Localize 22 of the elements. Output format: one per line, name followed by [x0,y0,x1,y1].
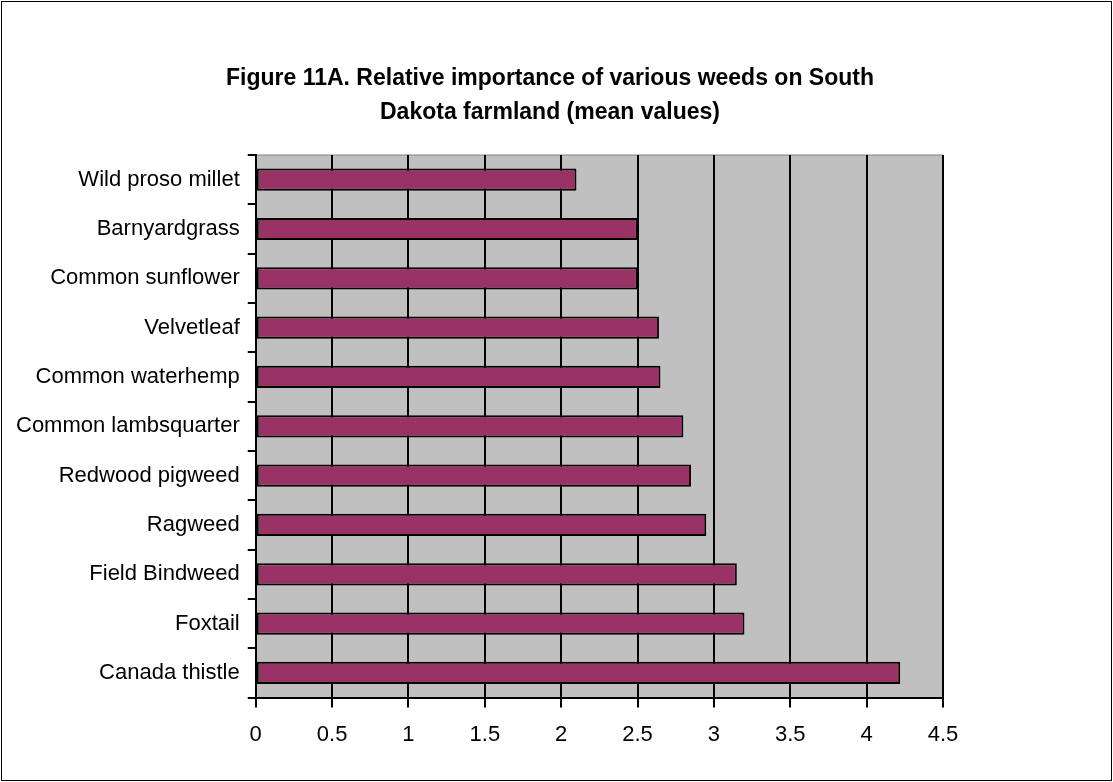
x-tick-label: 4.5 [927,720,959,746]
x-tick-label: 0.5 [316,720,348,746]
y-tick-label: Field Bindweed [89,560,240,586]
x-tick-label: 4 [860,720,873,746]
y-tick-label: Canada thistle [99,659,240,684]
y-tick-label: Common sunflower [50,264,240,290]
y-tick-label: Redwood pigweed [58,461,240,487]
y-tick-label: Wild proso millet [78,165,240,191]
y-tick-label: Common lambsquarter [16,412,240,438]
chart-title: Figure 11A. Relative importance of various weeds on South Dakota farmland (mean values) [225,63,875,126]
x-tick-label: 2.5 [622,720,653,746]
y-tick-label: Ragweed [146,511,240,537]
x-tick-label: 1 [402,720,415,746]
x-tick-label: 0 [249,720,262,746]
y-tick-label: Velvetleaf [144,313,241,339]
y-tick-label: Common waterhemp [35,363,240,389]
x-tick-label: 3 [707,720,721,746]
x-tick-label: 1.5 [469,720,501,746]
x-tick-label: 2 [555,720,568,746]
x-tick-label: 3.5 [774,720,806,746]
y-tick-label: Foxtail [174,609,240,635]
y-tick-label: Barnyardgrass [96,215,240,241]
